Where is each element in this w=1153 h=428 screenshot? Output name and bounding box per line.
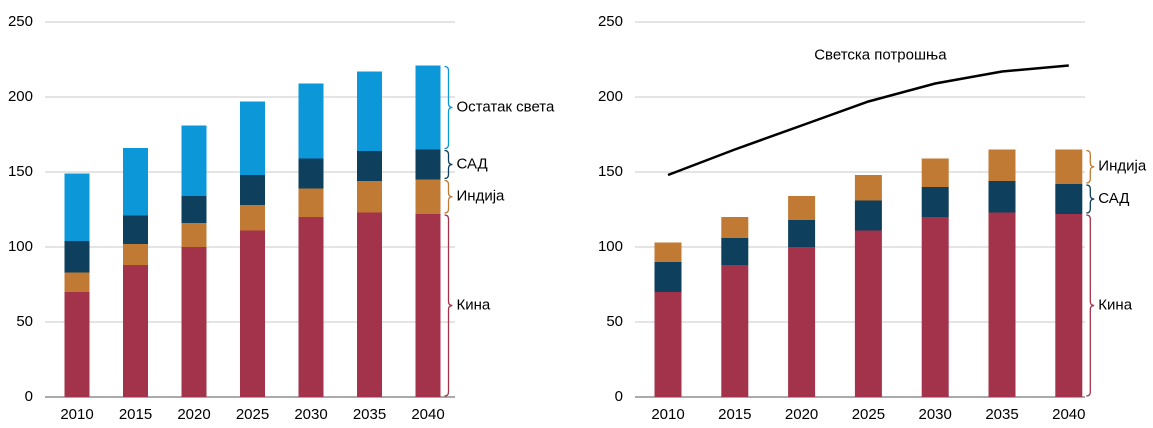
legend-brace — [1086, 214, 1095, 397]
y-tick-label: 0 — [615, 388, 623, 405]
x-tick-label: 2030 — [919, 406, 952, 423]
bar-segment — [654, 292, 682, 397]
x-tick-label: 2020 — [177, 406, 210, 423]
x-tick-label: 2020 — [785, 406, 818, 423]
line-label: Светска потрошња — [814, 46, 947, 63]
legend-label: Индија — [1098, 158, 1147, 175]
bar-segment — [123, 265, 148, 397]
bar-segment — [64, 173, 90, 241]
x-tick-label: 2030 — [294, 406, 327, 423]
x-tick-label: 2015 — [119, 406, 152, 423]
bar-segment — [415, 214, 441, 397]
y-tick-label: 150 — [598, 163, 623, 180]
x-tick-label: 2035 — [353, 406, 386, 423]
bar-segment — [788, 247, 816, 397]
legend-label: Индија — [457, 188, 506, 205]
legend-brace — [444, 214, 453, 397]
bar-segment — [721, 217, 749, 238]
bar-segment — [64, 292, 90, 397]
bar-segment — [854, 200, 882, 231]
bar-segment — [357, 212, 382, 397]
legend-label: Остатак света — [457, 98, 556, 115]
bar-segment — [240, 175, 265, 205]
y-tick-label: 0 — [25, 388, 33, 405]
legend-label: САД — [1098, 190, 1129, 207]
bar-segment — [1055, 214, 1083, 397]
bar-segment — [123, 148, 148, 216]
x-tick-label: 2010 — [60, 406, 93, 423]
bar-segment — [298, 158, 324, 189]
legend-brace — [1086, 149, 1095, 184]
bar-segment — [357, 151, 382, 181]
bar-segment — [921, 187, 949, 217]
bar-segment — [181, 196, 207, 223]
bar-segment — [921, 158, 949, 187]
bar-segment — [854, 230, 882, 397]
y-tick-label: 100 — [598, 238, 623, 255]
x-tick-label: 2035 — [985, 406, 1018, 423]
bar-segment — [64, 272, 90, 292]
x-tick-label: 2010 — [651, 406, 684, 423]
y-tick-label: 250 — [598, 13, 623, 30]
x-tick-label: 2040 — [1052, 406, 1085, 423]
bar-segment — [654, 242, 682, 262]
y-tick-label: 250 — [8, 13, 33, 30]
bar-segment — [298, 83, 324, 159]
bar-segment — [298, 188, 324, 217]
bar-segment — [357, 181, 382, 213]
legend-brace — [444, 65, 453, 150]
bar-segment — [1055, 149, 1083, 184]
bar-segment — [721, 238, 749, 265]
legend-brace — [444, 179, 453, 214]
bar-segment — [921, 217, 949, 397]
bar-segment — [654, 262, 682, 292]
bar-segment — [1055, 184, 1083, 214]
legend-brace — [444, 149, 453, 180]
y-tick-label: 150 — [8, 163, 33, 180]
bar-segment — [988, 181, 1016, 213]
bar-segment — [721, 265, 749, 397]
y-tick-label: 100 — [8, 238, 33, 255]
x-tick-label: 2040 — [411, 406, 444, 423]
bar-segment — [181, 247, 207, 397]
bar-segment — [123, 244, 148, 265]
bar-segment — [357, 71, 382, 151]
bar-segment — [181, 125, 207, 196]
bar-segment — [298, 217, 324, 397]
y-tick-label: 50 — [606, 313, 623, 330]
legend-label: Кина — [457, 296, 491, 313]
bar-segment — [415, 149, 441, 180]
x-tick-label: 2015 — [718, 406, 751, 423]
y-tick-label: 200 — [598, 88, 623, 105]
bar-segment — [64, 241, 90, 273]
bar-segment — [415, 179, 441, 214]
bar-segment — [788, 220, 816, 247]
legend-label: Кина — [1098, 296, 1132, 313]
line — [667, 64, 1069, 177]
bar-segment — [854, 175, 882, 201]
bar-segment — [988, 212, 1016, 397]
x-tick-label: 2025 — [852, 406, 885, 423]
bar-segment — [788, 196, 816, 220]
bar-segment — [240, 205, 265, 231]
y-tick-label: 200 — [8, 88, 33, 105]
bar-segment — [240, 101, 265, 175]
bar-segment — [123, 215, 148, 244]
y-tick-label: 50 — [16, 313, 33, 330]
bar-segment — [181, 223, 207, 247]
legend-label: САД — [457, 155, 488, 172]
bar-segment — [988, 149, 1016, 181]
x-tick-label: 2025 — [236, 406, 269, 423]
bar-segment — [240, 230, 265, 397]
bar-segment — [415, 65, 441, 150]
legend-brace — [1086, 184, 1095, 214]
